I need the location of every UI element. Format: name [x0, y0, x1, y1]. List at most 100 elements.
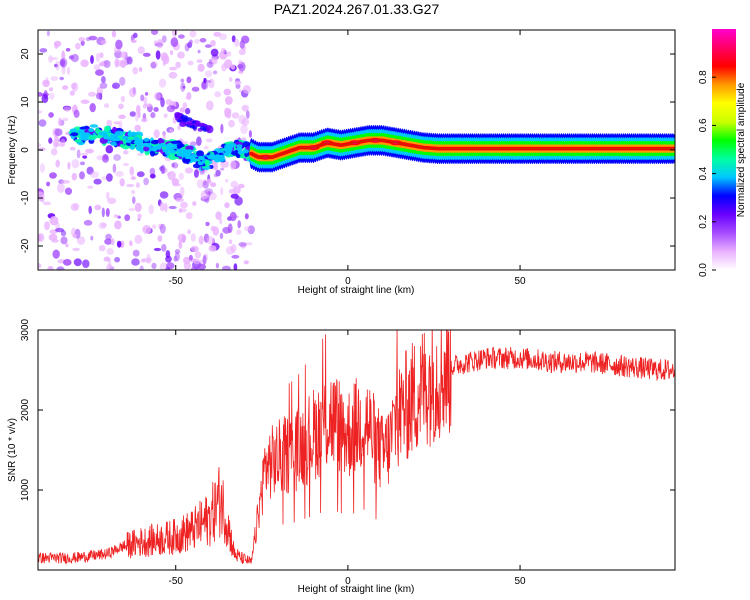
spectrogram-cell: [71, 83, 77, 90]
spectrogram-cell: [209, 154, 216, 159]
spectrogram-cell: [160, 164, 166, 175]
spectrogram-cell: [98, 222, 107, 230]
spectrogram-cell: [65, 47, 71, 52]
chart-title: PAZ1.2024.267.01.33.G27: [273, 1, 440, 17]
spectrogram-cell: [80, 152, 89, 156]
spectrogram-cell: [244, 213, 249, 220]
spectrogram-cell: [185, 212, 193, 220]
spectrogram-cell: [236, 144, 243, 149]
spectrogram-cell: [118, 114, 126, 120]
spectrogram-cell: [55, 60, 60, 71]
spectrogram-cell: [114, 256, 121, 263]
spectrogram-cell: [180, 82, 186, 92]
spectrogram-cell: [52, 249, 60, 259]
spectrogram-cell: [112, 163, 117, 173]
spectrogram-cell: [178, 34, 185, 39]
spectrogram-cell: [38, 92, 43, 97]
spectrogram-cell: [105, 233, 112, 241]
spectrogram-cell: [61, 117, 69, 122]
spectrogram-cell: [206, 236, 214, 245]
spectrogram-cell: [165, 266, 171, 270]
spectrogram-cell: [177, 125, 181, 131]
spectrogram-cell: [149, 150, 156, 157]
spectrogram-cell: [160, 97, 165, 108]
spectrogram-cell: [169, 66, 178, 71]
spectrogram-cell: [200, 126, 206, 130]
spectrogram-cell: [106, 248, 114, 255]
spectrogram-cell: [69, 55, 74, 60]
spectrogram-cell: [234, 80, 242, 85]
spectrogram-cell: [50, 148, 58, 156]
spectrogram-cell: [196, 179, 205, 189]
spectrogram-cell: [114, 130, 124, 137]
spectrogram-cell: [153, 107, 159, 112]
spectrogram-cell: [192, 201, 197, 207]
spectrogram-cell: [87, 185, 94, 189]
spectrogram-cell: [204, 80, 212, 83]
spectrogram-cell: [42, 79, 50, 88]
spectrogram-cell: [203, 145, 209, 150]
spectrogram-cell: [86, 166, 94, 175]
spectrogram-cell: [230, 193, 239, 199]
spectrogram-cell: [157, 143, 163, 148]
spectrogram-cell: [170, 140, 181, 144]
snr-frame: [37, 329, 676, 571]
spectrogram-x-label: Height of straight line (km): [298, 285, 415, 296]
spectrogram-cell: [132, 66, 139, 75]
spectrogram-cell: [215, 262, 219, 269]
spectrogram-cell: [138, 67, 143, 72]
spectrogram-cell: [71, 159, 80, 169]
spectrogram-cell: [220, 123, 224, 134]
spectrogram-cell: [178, 208, 183, 213]
spectrogram-cell: [198, 235, 204, 245]
spectrogram-cell: [196, 59, 203, 64]
spectrogram-y-tick-label: 10: [20, 96, 31, 108]
spectrogram-cell: [128, 87, 137, 98]
spectrogram-cell: [198, 156, 205, 161]
spectrogram-cell: [153, 129, 160, 139]
spectrogram-cell: [164, 202, 168, 213]
colorbar: 0.0 0.2 0.4 0.6 0.8 Normalized spectral ampl…: [698, 29, 747, 277]
spectrogram-cell: [219, 232, 224, 240]
spectrogram-cell: [105, 145, 114, 154]
spectrogram-cell: [169, 128, 173, 133]
spectrogram-cell: [194, 251, 202, 259]
spectrogram-cell: [178, 152, 185, 157]
spectrogram-cell: [105, 208, 110, 217]
spectrogram-cell: [90, 235, 94, 241]
spectrogram-cell: [119, 76, 126, 86]
spectrogram-cell: [137, 152, 144, 156]
spectrogram-cell: [194, 38, 200, 44]
spectrogram-heatmap: [38, 30, 675, 270]
spectrogram-cell: [243, 260, 249, 265]
spectrogram-cell: [67, 162, 71, 170]
spectrogram-cell: [101, 76, 106, 84]
spectrogram-cell: [152, 146, 159, 151]
spectrogram-cell: [206, 61, 214, 68]
spectrogram-cell: [42, 201, 52, 206]
spectrogram-cell: [122, 162, 130, 167]
spectrogram-cell: [197, 49, 201, 54]
spectrogram-cell: [82, 259, 90, 269]
spectrogram-cell: [93, 178, 102, 185]
spectrogram-panel: -50 0 50 -20 -10 0 10 20 Height of straight li…: [7, 29, 676, 296]
spectrogram-cell: [108, 258, 112, 268]
spectrogram-cell: [129, 166, 135, 176]
spectrogram-cell: [150, 112, 156, 119]
spectrogram-cell: [185, 145, 194, 151]
spectrogram-cell: [89, 171, 99, 179]
spectrogram-cell: [228, 188, 235, 194]
spectrogram-cell: [69, 128, 77, 133]
spectrogram-cell: [205, 70, 213, 78]
spectrogram-cell: [101, 207, 105, 218]
spectrogram-cell: [214, 91, 222, 98]
spectrogram-cell: [88, 91, 97, 97]
spectrogram-cell: [100, 40, 107, 45]
spectrogram-cell: [231, 112, 240, 119]
spectrogram-cell: [107, 197, 117, 204]
spectrogram-cell: [186, 92, 192, 100]
spectrogram-cell: [175, 61, 182, 69]
spectrogram-cell: [240, 124, 248, 135]
spectrogram-cell: [76, 236, 86, 245]
spectrogram-cell: [182, 102, 188, 109]
